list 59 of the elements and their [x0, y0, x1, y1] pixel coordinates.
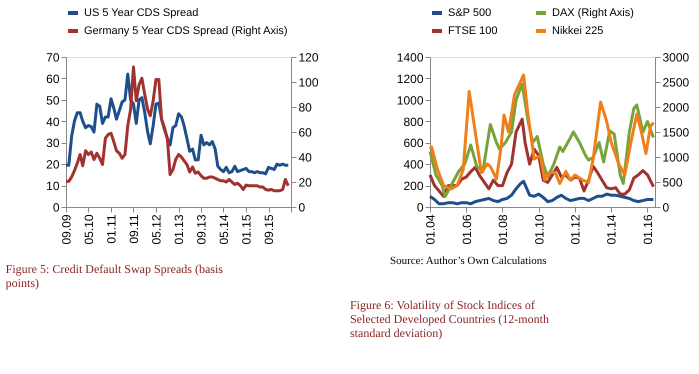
y2-tick-label: 3000	[662, 50, 690, 64]
x-tick-label: 01.06	[460, 214, 474, 245]
y2-tick-label: 0	[662, 200, 670, 214]
x-tick-label: 01.04	[424, 214, 438, 245]
x-tick-label: 01.16	[640, 214, 655, 245]
y2-tick-label: 1000	[662, 150, 690, 164]
y-tick-label: 1200	[396, 72, 424, 86]
x-tick-label: 05.14	[216, 214, 231, 245]
x-tick-label: 01.13	[172, 214, 186, 245]
y-tick-label: 600	[403, 136, 424, 150]
x-tick-label: 09.15	[262, 214, 276, 245]
y2-tick-label: 80	[298, 100, 312, 114]
y-tick-label: 0	[416, 200, 424, 214]
y2-tick-label: 1500	[662, 126, 690, 140]
y-tick-label: 1400	[396, 50, 424, 64]
y-tick-label: 400	[403, 158, 424, 172]
y2-tick-label: 40	[298, 150, 312, 164]
text: Figure 6: Volatility of Stock Indices of Selected Developed Countries (12-month standard deviation)	[350, 298, 549, 340]
y-tick-label: 70	[46, 50, 60, 64]
y-tick-label: 800	[403, 114, 424, 129]
source-note: Source: Author’s Own Calculations	[390, 255, 547, 267]
legend-label: Nikkei 225	[552, 25, 604, 37]
line-series	[64, 66, 290, 192]
y-tick-label: 40	[46, 114, 60, 129]
y-tick-label: 200	[403, 179, 424, 194]
x-tick-label: 01.08	[496, 214, 510, 245]
legend-label: US 5 Year CDS Spread	[84, 7, 198, 19]
x-tick-label: 09.11	[126, 214, 141, 244]
x-tick-label: 01.11	[104, 214, 119, 244]
x-tick-label: 09.09	[60, 214, 74, 245]
y-tick-label: 60	[46, 72, 60, 86]
text: Figure 5: Credit Default Swap Spreads (basis points)	[6, 262, 224, 290]
y2-tick-label: 60	[298, 126, 312, 140]
x-tick-label: 01.12	[568, 214, 582, 245]
y2-tick-label: 0	[298, 200, 306, 214]
y-tick-label: 10	[46, 179, 60, 194]
x-tick-label: 05.12	[149, 214, 164, 245]
x-tick-label: 05.10	[82, 214, 96, 245]
y2-tick-label: 2000	[662, 100, 690, 114]
x-tick-label: 01.15	[240, 214, 254, 245]
y-tick-label: 0	[52, 200, 60, 214]
legend-label: S&P 500	[448, 7, 492, 19]
y-tick-label: 50	[46, 93, 60, 108]
y2-tick-label: 20	[298, 176, 312, 190]
y-tick-label: 30	[46, 136, 60, 150]
y-tick-label: 1000	[396, 93, 424, 108]
legend-label: DAX (Right Axis)	[552, 7, 634, 19]
line-series	[64, 72, 290, 176]
y2-tick-label: 120	[298, 50, 319, 64]
x-tick-label: 01.14	[604, 214, 619, 245]
line-series	[428, 180, 655, 206]
legend-label: FTSE 100	[448, 25, 498, 37]
x-tick-label: 09.13	[194, 214, 209, 245]
y2-tick-label: 100	[298, 76, 319, 90]
y2-tick-label: 500	[662, 176, 683, 190]
x-tick-label: 01.10	[532, 214, 546, 245]
y2-tick-label: 2500	[662, 76, 690, 90]
y-tick-label: 20	[46, 158, 60, 172]
legend-label: Germany 5 Year CDS Spread (Right Axis)	[84, 25, 288, 37]
